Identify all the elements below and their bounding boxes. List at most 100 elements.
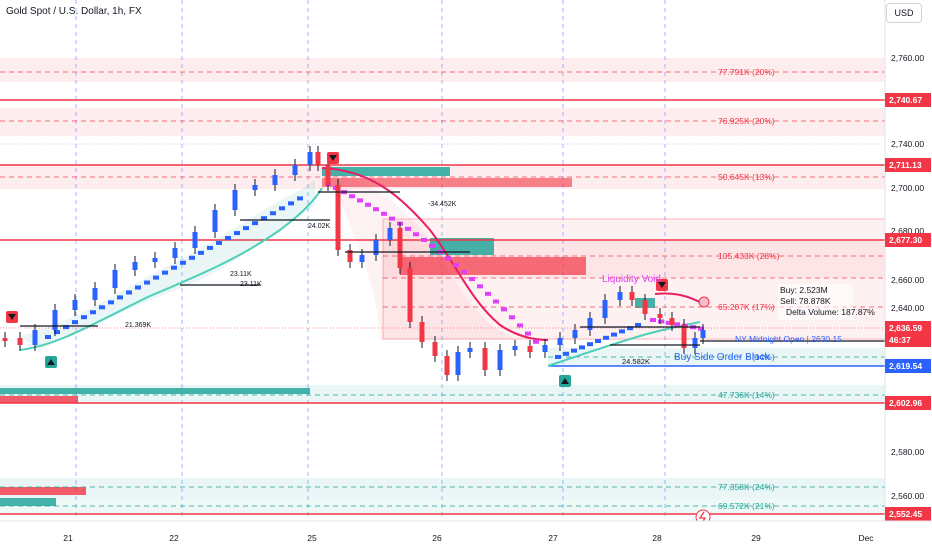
volume-label-4: 23.11K <box>240 281 262 288</box>
candle-bear[interactable] <box>681 325 687 348</box>
time-tick: 25 <box>307 533 317 543</box>
badge-2677: 2,677.30 <box>889 235 922 245</box>
zone-label-4: 105.433K (28%) <box>718 251 780 261</box>
time-axis[interactable] <box>0 521 932 550</box>
liquidity-void-label: Liquidity Void <box>602 274 661 285</box>
trail-dot <box>189 255 195 260</box>
candle-bear[interactable] <box>444 356 450 375</box>
candle-bear[interactable] <box>325 165 331 185</box>
trail-dot <box>252 221 258 226</box>
candle-bear[interactable] <box>527 346 533 352</box>
candle-bull[interactable] <box>387 228 393 240</box>
candle-bull[interactable] <box>602 300 608 318</box>
candle-bull[interactable] <box>92 288 98 300</box>
candle-bull[interactable] <box>587 318 593 330</box>
support-midlines <box>0 356 885 507</box>
candle-bull[interactable] <box>307 152 313 165</box>
trail-dot <box>108 300 114 305</box>
candle-bull[interactable] <box>172 248 178 258</box>
trail-dot <box>445 256 451 261</box>
candle-bull[interactable] <box>252 185 258 190</box>
trail-dot <box>381 211 387 216</box>
candle-bear[interactable] <box>397 228 403 268</box>
candle-bull[interactable] <box>373 240 379 255</box>
candle-bear[interactable] <box>347 250 353 262</box>
trail-dot <box>595 339 601 343</box>
candle-bull[interactable] <box>272 175 278 185</box>
time-tick: Dec <box>858 533 874 543</box>
trail-dot <box>666 320 672 325</box>
candle-bull[interactable] <box>152 258 158 262</box>
candle-bear[interactable] <box>482 348 488 370</box>
trail-dot <box>373 207 379 212</box>
candle-bull[interactable] <box>52 310 58 330</box>
candle-bull[interactable] <box>512 346 518 350</box>
price-axis[interactable] <box>885 0 932 550</box>
candle-bear[interactable] <box>407 268 413 322</box>
zone-label-1: 77.791K (20%) <box>718 67 775 77</box>
trail-dot <box>603 335 609 340</box>
candle-bull[interactable] <box>617 292 623 300</box>
candle-bull[interactable] <box>467 348 473 352</box>
time-tick: 26 <box>432 533 442 543</box>
candle-bull[interactable] <box>497 350 503 370</box>
currency-button[interactable]: USD <box>886 3 922 23</box>
trail-dot <box>45 335 51 339</box>
candle-bull[interactable] <box>292 165 298 175</box>
candle-bear[interactable] <box>335 185 341 250</box>
chart-title: Gold Spot / U.S. Dollar, 1h, FX <box>6 6 142 17</box>
candle-bear[interactable] <box>629 292 635 300</box>
trail-dot <box>126 290 132 295</box>
buy-side-percent-label: (14%) <box>752 352 775 362</box>
zone-label-5: 65.207K (17%) <box>718 302 775 312</box>
candle-bear[interactable] <box>642 300 648 314</box>
candle-bear[interactable] <box>432 342 438 356</box>
trail-dot <box>153 275 159 280</box>
trail-dot <box>279 206 285 211</box>
volume-label-5: 21.369K <box>125 322 151 329</box>
trend-cloud-up <box>20 180 315 350</box>
candle-bull[interactable] <box>32 330 38 345</box>
trail-dot <box>216 240 222 245</box>
candle-bull[interactable] <box>572 330 578 338</box>
trail-dot <box>493 299 499 304</box>
buy-side-volume-label: 24.582K <box>622 357 650 366</box>
trail-dot <box>144 280 150 285</box>
candle-bear[interactable] <box>669 318 675 325</box>
candle-bull[interactable] <box>542 345 548 352</box>
trail-dot <box>635 323 641 327</box>
trail-dot <box>81 315 87 320</box>
candle-bear[interactable] <box>17 338 23 345</box>
candle-bear[interactable] <box>657 314 663 318</box>
candle-bull[interactable] <box>557 338 563 345</box>
trail-dot <box>365 202 371 207</box>
trail-dot <box>501 307 507 312</box>
candle-bear[interactable] <box>2 338 8 341</box>
swing-markers <box>20 191 885 346</box>
price-tick: 2,740.00 <box>891 139 924 149</box>
price-tick: 2,580.00 <box>891 447 924 457</box>
resistance-lines[interactable] <box>0 99 885 515</box>
candle-bull[interactable] <box>232 190 238 210</box>
candle-bear[interactable] <box>315 152 321 165</box>
candle-bull[interactable] <box>192 232 198 248</box>
price-tick: 2,760.00 <box>891 53 924 63</box>
candle-bull[interactable] <box>112 270 118 288</box>
trail-dot <box>297 196 303 201</box>
candle-bull[interactable] <box>212 210 218 232</box>
candle-bear[interactable] <box>419 322 425 342</box>
candle-bull[interactable] <box>455 352 461 375</box>
candle-bull[interactable] <box>700 330 706 338</box>
candle-bull[interactable] <box>132 262 138 270</box>
candle-bull[interactable] <box>72 300 78 310</box>
trail-dot <box>579 345 585 350</box>
trail-dot <box>674 322 680 327</box>
candle-bull[interactable] <box>692 338 698 348</box>
candlesticks[interactable] <box>2 146 706 381</box>
time-tick: 21 <box>63 533 73 543</box>
trail-dot <box>453 263 459 268</box>
trail-dot <box>225 236 231 240</box>
candle-bull[interactable] <box>359 255 365 262</box>
trail-dot <box>261 216 267 221</box>
